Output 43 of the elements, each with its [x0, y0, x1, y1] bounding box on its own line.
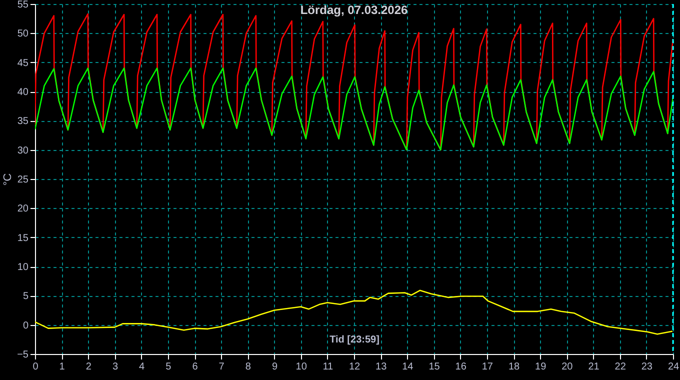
x-tick-label: 4: [139, 362, 146, 372]
y-tick-label: 10: [17, 262, 29, 273]
y-tick-label: 25: [17, 174, 29, 186]
y-tick-label: 20: [17, 204, 29, 215]
x-tick-label: 19: [535, 362, 547, 372]
x-tick-label: 18: [508, 362, 520, 372]
x-tick-label: 17: [482, 362, 494, 372]
chart-title: Lördag, 07.03.2026: [300, 3, 408, 17]
x-tick-label: 11: [322, 362, 334, 372]
x-tick-label: 3: [112, 362, 118, 372]
x-tick-label: 20: [562, 362, 574, 372]
x-tick-label: 10: [296, 362, 308, 372]
x-tick-label: 14: [402, 362, 414, 372]
y-tick-label: 45: [17, 58, 29, 69]
x-axis-title: Tid [23:59]: [330, 334, 380, 346]
x-tick-label: 6: [192, 362, 198, 372]
x-tick-label: 24: [668, 362, 680, 372]
x-tick-label: 2: [86, 362, 92, 372]
y-tick-label: 0: [22, 320, 29, 332]
x-tick-label: 7: [218, 362, 225, 372]
y-tick-label: −5: [17, 350, 29, 360]
y-tick-label: 40: [17, 87, 29, 98]
x-tick-label: 1: [59, 362, 66, 372]
x-tick-label: 15: [428, 362, 440, 372]
y-tick-label: 50: [17, 28, 29, 40]
x-tick-label: 21: [588, 362, 600, 372]
line-series: [35, 290, 673, 335]
y-tick-label: 5: [22, 291, 29, 302]
y-axis-title: °C: [2, 173, 14, 186]
line-series: [35, 68, 673, 150]
y-tick-label: 55: [17, 0, 29, 10]
x-tick-label: 22: [614, 362, 626, 372]
x-tick-label: 5: [166, 362, 172, 372]
x-tick-label: 23: [641, 362, 653, 372]
y-tick-label: 30: [17, 145, 29, 156]
x-tick-label: 9: [272, 362, 278, 372]
x-tick-label: 16: [455, 362, 467, 372]
x-tick-label: 8: [245, 362, 252, 372]
x-tick-label: 0: [32, 362, 39, 372]
y-tick-label: 35: [17, 116, 29, 128]
x-tick-label: 13: [376, 362, 388, 372]
x-tick-label: 12: [348, 362, 360, 372]
y-tick-label: 15: [17, 232, 29, 244]
